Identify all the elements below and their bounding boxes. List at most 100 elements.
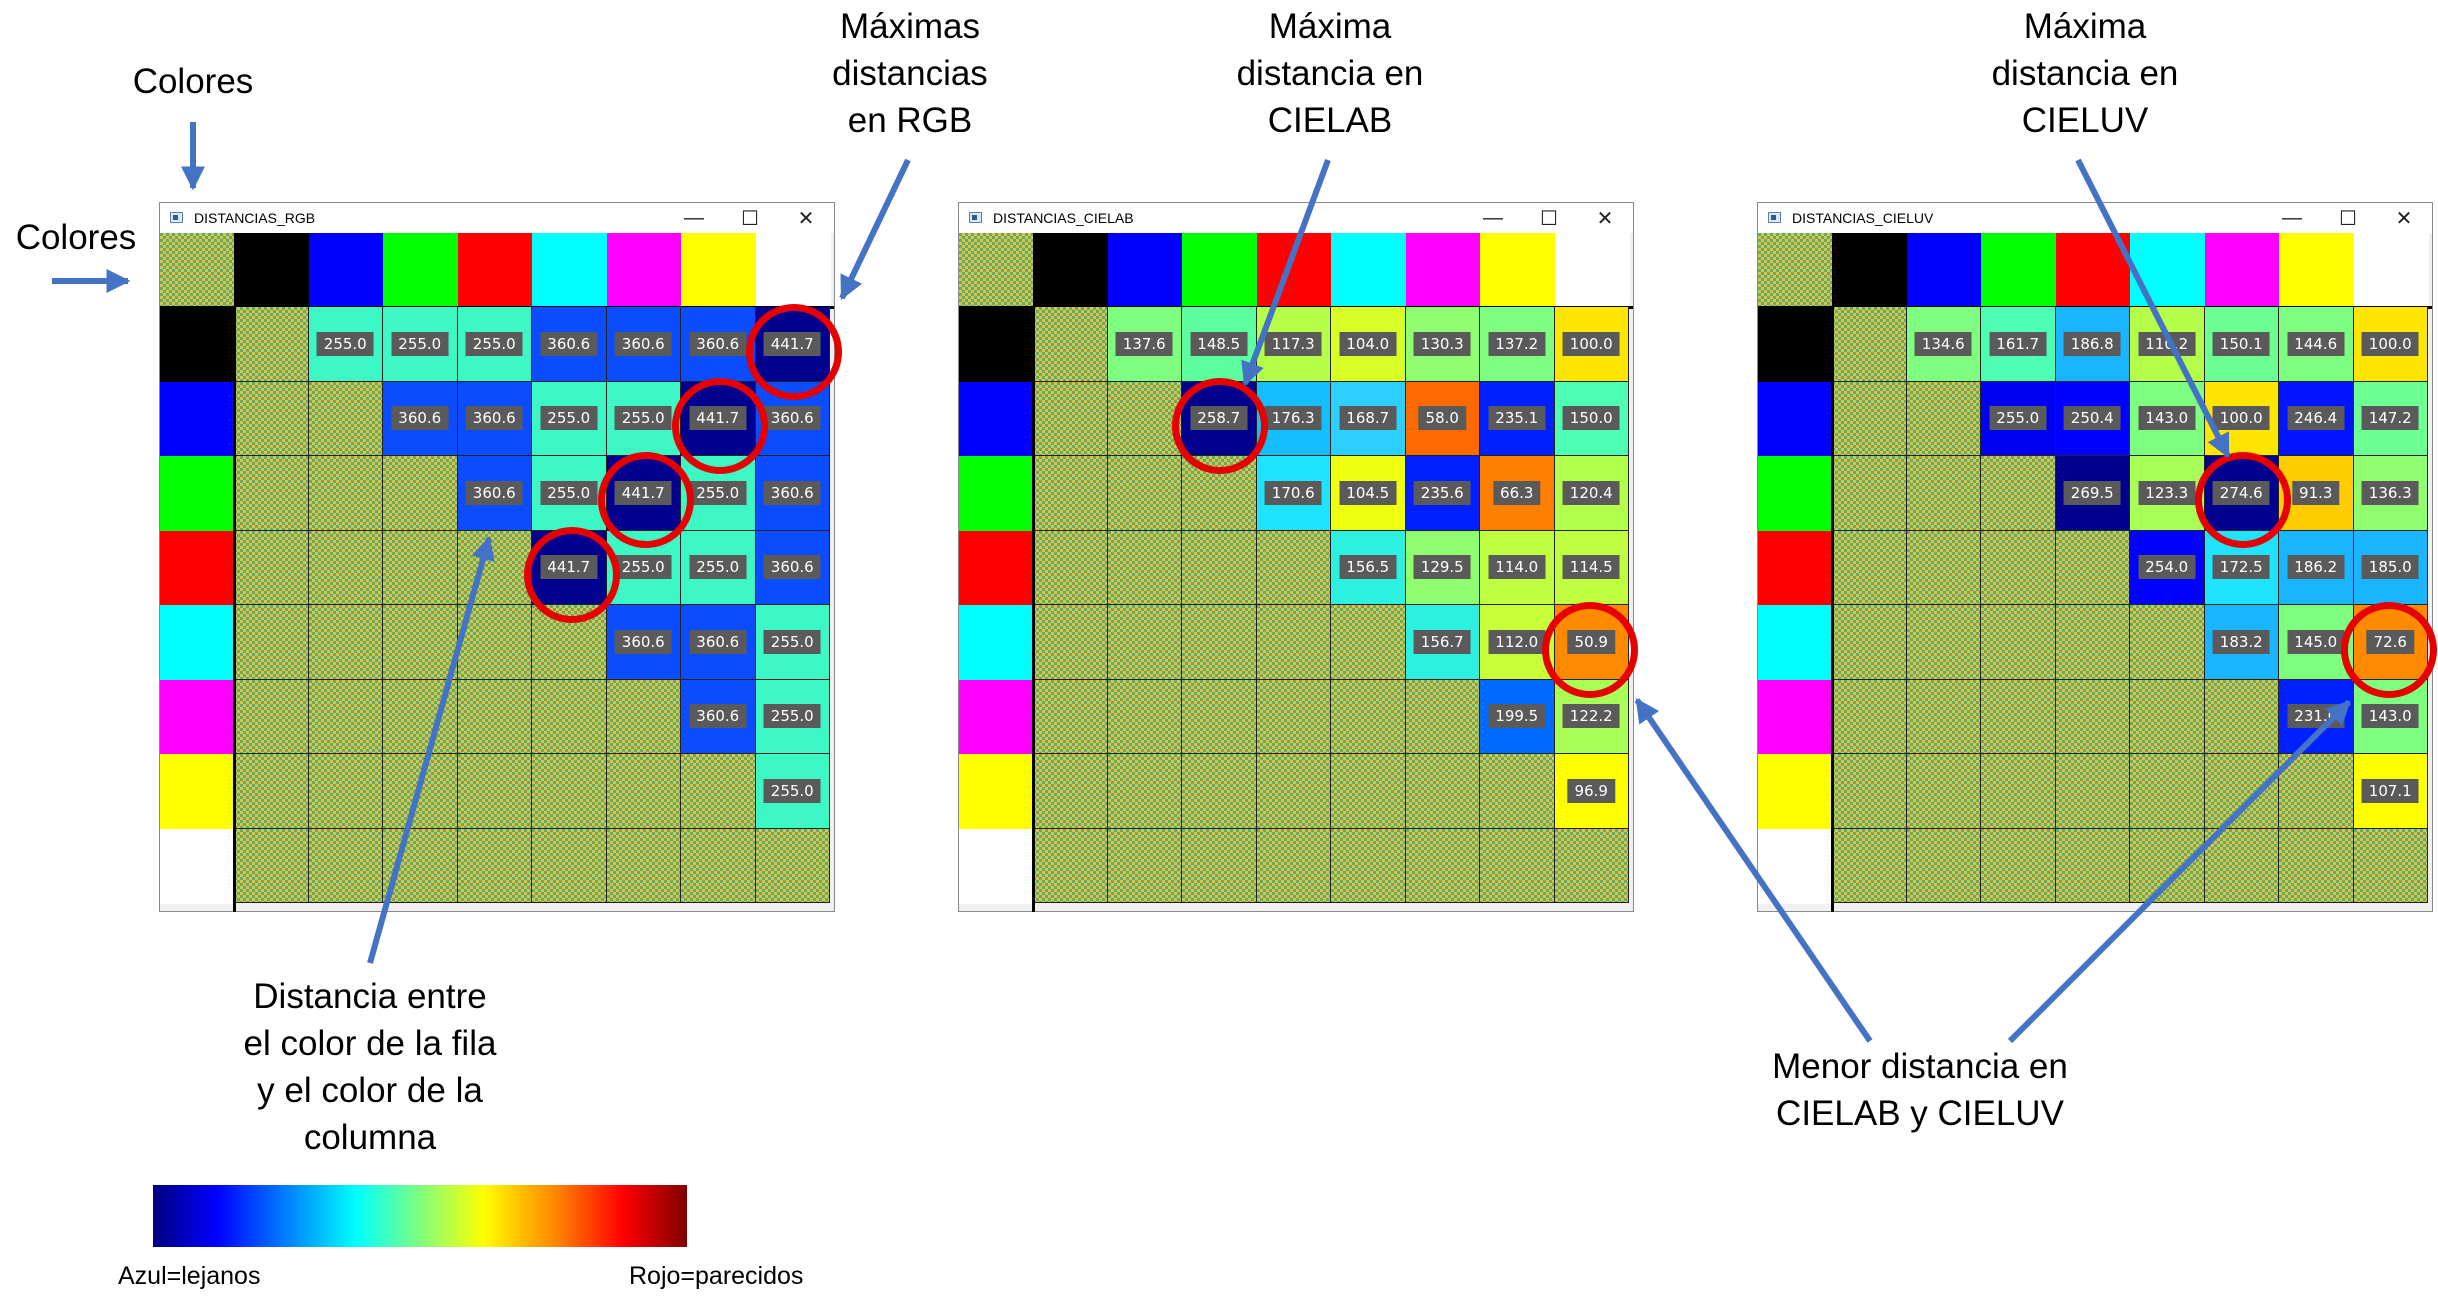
empty-cell <box>1832 605 1907 680</box>
empty-cell <box>308 754 383 829</box>
distance-value: 441.7 <box>540 555 598 580</box>
distance-value: 235.1 <box>1488 406 1546 431</box>
close-button[interactable]: ✕ <box>797 207 815 230</box>
distance-value: 360.6 <box>465 406 523 431</box>
column-color-swatch <box>383 233 458 307</box>
app-icon <box>1768 212 1781 223</box>
distance-value: 100.0 <box>2212 406 2270 431</box>
distance-cell: 104.5 <box>1331 456 1406 531</box>
empty-cell <box>457 754 532 829</box>
maximize-button[interactable]: ☐ <box>2339 207 2357 230</box>
empty-cell <box>1981 828 2056 903</box>
distance-cell: 255.0 <box>532 456 607 531</box>
distance-cell: 360.6 <box>383 381 458 456</box>
distance-cell: 100.0 <box>1554 307 1629 382</box>
arrow-max-cieluv <box>2075 158 2231 459</box>
row-color-swatch <box>959 456 1033 531</box>
column-color-swatch <box>2353 233 2429 307</box>
distance-cell: 235.1 <box>1480 381 1555 456</box>
distance-cell: 156.7 <box>1405 605 1480 680</box>
distance-value: 183.2 <box>2212 629 2270 654</box>
distance-cell: 107.1 <box>2353 754 2428 829</box>
maximize-button[interactable]: ☐ <box>741 207 759 230</box>
close-button[interactable]: ✕ <box>2395 207 2413 230</box>
distance-cell: 441.7 <box>681 381 756 456</box>
row-color-swatch <box>160 605 234 680</box>
distance-value: 255.0 <box>1989 406 2047 431</box>
row-header-separator <box>1831 307 1834 912</box>
column-color-swatch <box>1480 233 1555 307</box>
distance-value: 91.3 <box>2292 480 2340 505</box>
distance-cell: 72.6 <box>2353 605 2428 680</box>
maximize-button[interactable]: ☐ <box>1540 207 1558 230</box>
minimize-button[interactable]: — <box>684 206 704 229</box>
row-color-swatch <box>1758 381 1832 457</box>
empty-cell <box>1405 679 1480 754</box>
arrow-max-rgb <box>839 158 911 301</box>
distance-cell: 136.3 <box>2353 456 2428 531</box>
column-color-swatch <box>2279 233 2354 307</box>
column-color-swatch <box>457 233 533 307</box>
distance-cell: 130.3 <box>1405 307 1480 382</box>
colorbar-right-label: Rojo=parecidos <box>629 1262 804 1290</box>
empty-cell <box>2130 828 2205 903</box>
empty-cell <box>1832 828 1907 903</box>
distance-cell: 360.6 <box>606 605 681 680</box>
empty-cell <box>1981 456 2056 531</box>
empty-cell <box>1331 754 1406 829</box>
empty-cell <box>1256 530 1331 605</box>
distance-cell: 255.0 <box>383 307 458 382</box>
title-bar: DISTANCIAS_CIELAB — ☐ ✕ <box>959 203 1633 233</box>
empty-cell <box>1906 605 1981 680</box>
empty-cell <box>1033 754 1108 829</box>
distance-cell: 255.0 <box>1981 381 2056 456</box>
empty-cell <box>1033 307 1108 382</box>
column-color-swatch <box>532 233 607 307</box>
close-button[interactable]: ✕ <box>1596 207 1614 230</box>
column-color-swatch <box>606 233 682 307</box>
empty-cell <box>308 456 383 531</box>
distance-value: 255.0 <box>763 629 821 654</box>
distance-cell: 360.6 <box>681 679 756 754</box>
empty-cell <box>1182 530 1257 605</box>
distance-value: 168.7 <box>1339 406 1397 431</box>
empty-cell <box>2055 605 2130 680</box>
empty-cell <box>606 828 681 903</box>
distance-cell: 235.6 <box>1405 456 1480 531</box>
max-cielab-label: Máxima distancia en CIELAB <box>1236 7 1424 140</box>
distance-value: 129.5 <box>1413 555 1471 580</box>
distance-value: 58.0 <box>1418 406 1466 431</box>
column-color-swatch <box>755 233 831 307</box>
empty-cell <box>234 679 309 754</box>
distance-cell: 360.6 <box>681 307 756 382</box>
distance-value: 360.6 <box>689 629 747 654</box>
distance-value: 120.4 <box>1562 480 1620 505</box>
row-color-swatch <box>959 530 1033 606</box>
empty-cell <box>1832 307 1907 382</box>
minimize-button[interactable]: — <box>1483 206 1503 229</box>
distance-value: 255.0 <box>614 406 672 431</box>
column-color-swatch <box>1554 233 1630 307</box>
distance-value: 274.6 <box>2212 480 2270 505</box>
distance-value: 114.5 <box>1562 555 1620 580</box>
row-color-swatch <box>959 307 1033 382</box>
distance-cell: 199.5 <box>1480 679 1555 754</box>
distance-value: 107.1 <box>2361 778 2419 803</box>
column-color-swatch <box>1906 233 1982 307</box>
row-color-swatch <box>160 754 234 829</box>
distance-cell: 183.2 <box>2204 605 2279 680</box>
empty-cell <box>2204 679 2279 754</box>
distance-value: 137.2 <box>1488 331 1546 356</box>
empty-cell <box>234 381 309 456</box>
distance-cell: 258.7 <box>1182 381 1257 456</box>
row-color-swatch <box>959 828 1033 904</box>
empty-cell <box>308 605 383 680</box>
empty-cell <box>383 605 458 680</box>
minimize-button[interactable]: — <box>2282 206 2302 229</box>
column-color-swatch <box>1331 233 1406 307</box>
empty-cell <box>1256 754 1331 829</box>
distance-value: 360.6 <box>465 480 523 505</box>
distance-value: 185.0 <box>2361 555 2419 580</box>
window-cielab: DISTANCIAS_CIELAB — ☐ ✕ 137.6 148.5 117.3 1… <box>958 202 1634 912</box>
row-color-swatch <box>160 381 234 457</box>
